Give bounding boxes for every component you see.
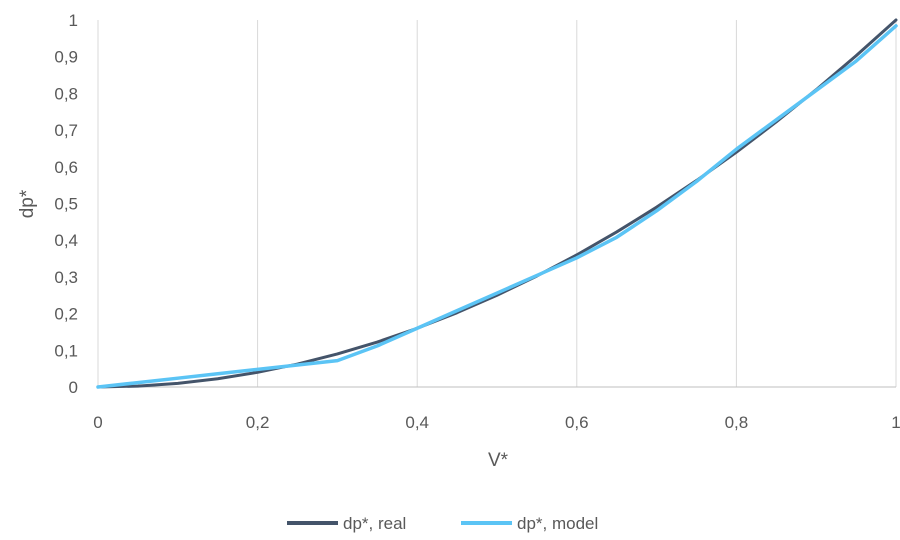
- y-tick-label-9: 0,9: [54, 48, 78, 67]
- x-tick-label-0: 0: [93, 413, 102, 432]
- y-tick-label-7: 0,7: [54, 121, 78, 140]
- y-tick-label-6: 0,6: [54, 158, 78, 177]
- legend-label-model: dp*, model: [517, 514, 598, 533]
- series-line-0: [96, 18, 898, 389]
- legend: dp*, real dp*, model: [287, 514, 598, 533]
- x-tick-label-2: 0,4: [405, 413, 429, 432]
- y-tick-label-3: 0,3: [54, 268, 78, 287]
- grid-lines: [257, 20, 897, 387]
- y-tick-label-8: 0,8: [54, 84, 78, 103]
- y-tick-label-10: 1: [69, 11, 78, 30]
- series-lines: [96, 18, 898, 389]
- x-tick-label-3: 0,6: [565, 413, 589, 432]
- x-tick-label-5: 1: [891, 413, 900, 432]
- axes: [97, 20, 896, 388]
- x-axis-title: V*: [488, 450, 509, 471]
- y-tick-label-4: 0,4: [54, 231, 78, 250]
- legend-label-real: dp*, real: [343, 514, 406, 533]
- y-tick-label-0: 0: [69, 378, 78, 397]
- series-line-1: [96, 24, 898, 389]
- y-tick-label-5: 0,5: [54, 195, 78, 214]
- y-tick-label-2: 0,2: [54, 305, 78, 324]
- x-tick-label-1: 0,2: [246, 413, 270, 432]
- y-axis-title: dp*: [17, 189, 38, 218]
- y-tick-label-1: 0,1: [54, 341, 78, 360]
- tick-labels: 0 0,2 0,4 0,6 0,8 1 0 0,1 0,2 0,3 0,4 0,5 0,6 0,7 0,8 0…: [54, 11, 900, 432]
- x-tick-label-4: 0,8: [725, 413, 749, 432]
